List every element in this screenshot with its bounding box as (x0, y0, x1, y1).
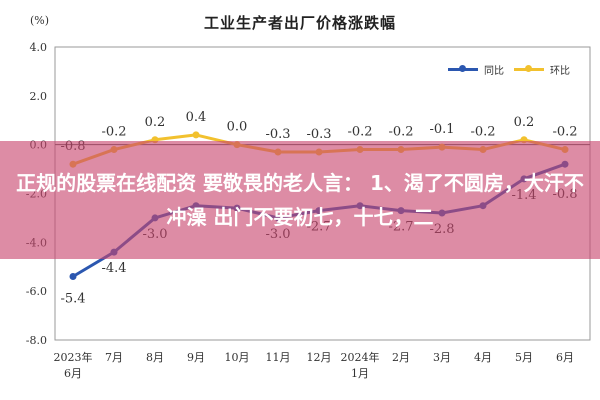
y-unit-label: (%) (30, 14, 50, 27)
data-label: -0.3 (306, 127, 331, 142)
chart-title: 工业生产者出厂价格涨跌幅 (203, 14, 396, 32)
x-tick-label: 4月 (474, 351, 492, 364)
x-tick-label: 3月 (433, 351, 451, 364)
data-label: 0.2 (145, 115, 166, 130)
legend-swatch-mom (514, 65, 544, 72)
y-tick-label: -6.0 (26, 285, 47, 298)
x-tick-label: 6月 (556, 351, 574, 364)
x-tick-label: 2024年 (341, 350, 380, 364)
x-tick-label: 8月 (146, 351, 164, 364)
overlay-banner: 正规的股票在线配资 要敬畏的老人言： 1、渴了不圆房，大汗不冲澡 出门不要初七，… (0, 141, 600, 259)
overlay-banner-text: 正规的股票在线配资 要敬畏的老人言： 1、渴了不圆房，大汗不冲澡 出门不要初七，… (16, 171, 584, 229)
y-tick-label: -8.0 (26, 334, 47, 347)
x-tick-label: 2月 (392, 351, 410, 364)
x-tick-label: 1月 (351, 367, 369, 380)
x-tick-label: 11月 (266, 351, 291, 364)
data-label: -0.3 (265, 127, 290, 142)
legend-label-yoy: 同比 (484, 66, 504, 77)
data-label: -0.1 (429, 122, 454, 137)
data-label: -0.2 (552, 125, 577, 140)
data-label: 0.4 (186, 110, 207, 125)
data-label: -0.2 (388, 125, 413, 140)
data-point (69, 273, 77, 281)
data-label: 0.2 (514, 115, 535, 130)
x-tick-label: 2023年 (54, 350, 93, 364)
data-label: -0.2 (347, 125, 372, 140)
data-label: 0.0 (227, 120, 248, 135)
x-tick-label: 6月 (64, 367, 82, 380)
x-tick-label: 12月 (307, 351, 332, 364)
y-tick-label: 4.0 (30, 41, 48, 54)
x-tick-label: 7月 (105, 351, 123, 364)
data-label: -0.2 (470, 125, 495, 140)
data-point (192, 131, 200, 139)
legend-swatch-yoy (448, 65, 478, 72)
data-label: -5.4 (60, 292, 85, 307)
y-tick-label: 2.0 (30, 90, 48, 103)
x-tick-label: 9月 (187, 351, 205, 364)
legend-label-mom: 环比 (550, 66, 570, 77)
data-label: -0.2 (101, 125, 126, 140)
x-tick-label: 5月 (515, 351, 533, 364)
chart-legend: 同比 环比 (448, 62, 570, 77)
x-tick-label: 10月 (225, 351, 250, 364)
data-label: -4.4 (101, 261, 126, 276)
